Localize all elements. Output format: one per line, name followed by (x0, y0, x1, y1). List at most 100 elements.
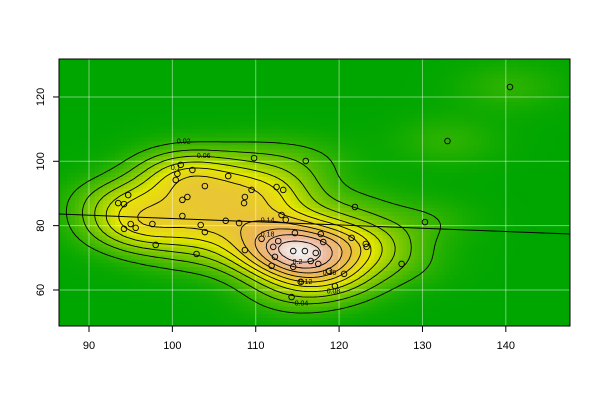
density-cell (374, 62, 379, 68)
density-cell (186, 208, 192, 213)
density-cell (342, 62, 348, 68)
density-cell (522, 153, 527, 158)
density-cell (374, 121, 379, 127)
density-cell (462, 141, 467, 146)
density-cell (166, 168, 172, 174)
density-cell (562, 90, 567, 95)
density-cell (74, 74, 80, 80)
density-cell (286, 121, 292, 127)
density-cell (274, 208, 280, 213)
density-cell (306, 172, 312, 178)
density-cell (414, 90, 419, 95)
density-cell (418, 161, 423, 166)
density-cell (242, 204, 248, 209)
density-cell (182, 117, 188, 123)
density-cell (270, 66, 276, 72)
density-cell (98, 137, 104, 143)
density-cell (394, 176, 399, 182)
density-cell (502, 161, 507, 166)
density-cell (438, 157, 443, 162)
density-cell (434, 161, 439, 166)
density-cell (194, 172, 200, 178)
density-cell (114, 204, 120, 209)
density-cell (482, 117, 487, 123)
density-cell (70, 106, 76, 111)
density-cell (290, 98, 296, 103)
density-cell (262, 74, 268, 80)
density-cell (118, 121, 124, 127)
density-cell (554, 145, 559, 150)
density-cell (194, 74, 200, 80)
density-cell (466, 59, 471, 64)
density-cell (158, 188, 164, 194)
density-cell (562, 184, 567, 190)
density-cell (314, 74, 320, 80)
density-cell (554, 66, 559, 72)
density-cell (382, 149, 387, 154)
density-cell (74, 161, 80, 166)
density-cell (62, 196, 68, 201)
density-cell (514, 82, 519, 88)
density-cell (154, 137, 160, 143)
density-cell (194, 196, 200, 201)
density-cell (74, 70, 80, 76)
density-cell (162, 168, 168, 174)
density-cell (426, 74, 431, 80)
density-cell (374, 129, 379, 135)
density-cell (430, 129, 435, 135)
density-cell (198, 78, 204, 84)
density-cell (242, 78, 248, 84)
density-cell (198, 121, 204, 127)
density-cell (59, 165, 64, 170)
density-cell (426, 165, 431, 170)
density-cell (294, 90, 300, 95)
density-cell (374, 149, 379, 154)
density-cell (246, 70, 252, 76)
density-cell (550, 121, 555, 127)
density-cell (322, 161, 328, 166)
density-cell (518, 184, 523, 190)
density-cell (398, 62, 403, 68)
density-cell (422, 137, 427, 143)
density-cell (422, 102, 427, 107)
density-cell (558, 66, 563, 72)
density-cell (90, 188, 96, 194)
density-cell (358, 94, 364, 99)
density-cell (550, 70, 555, 76)
density-cell (490, 106, 495, 111)
density-cell (70, 113, 76, 119)
density-cell (254, 86, 260, 92)
density-cell (90, 129, 96, 135)
density-cell (210, 137, 216, 143)
density-cell (458, 161, 463, 166)
density-cell (490, 102, 495, 107)
density-cell (242, 82, 248, 88)
density-cell (70, 125, 76, 131)
density-cell (322, 184, 328, 190)
density-cell (258, 113, 264, 119)
density-cell (326, 133, 332, 139)
density-cell (438, 153, 443, 158)
density-cell (522, 200, 527, 205)
density-cell (530, 125, 535, 131)
density-cell (94, 157, 100, 162)
density-cell (102, 200, 108, 205)
density-cell (282, 192, 288, 198)
density-cell (478, 204, 483, 209)
density-cell (442, 74, 447, 80)
density-cell (106, 94, 112, 99)
density-cell (530, 145, 535, 150)
density-cell (154, 98, 160, 103)
density-cell (486, 172, 491, 178)
density-cell (246, 117, 252, 123)
density-cell (98, 172, 104, 178)
density-cell (126, 161, 132, 166)
density-cell (222, 78, 228, 84)
density-cell (502, 66, 507, 72)
density-cell (78, 165, 84, 170)
density-cell (482, 184, 487, 190)
density-cell (406, 133, 411, 139)
density-cell (178, 149, 184, 154)
density-cell (354, 149, 360, 154)
density-cell (186, 90, 192, 95)
